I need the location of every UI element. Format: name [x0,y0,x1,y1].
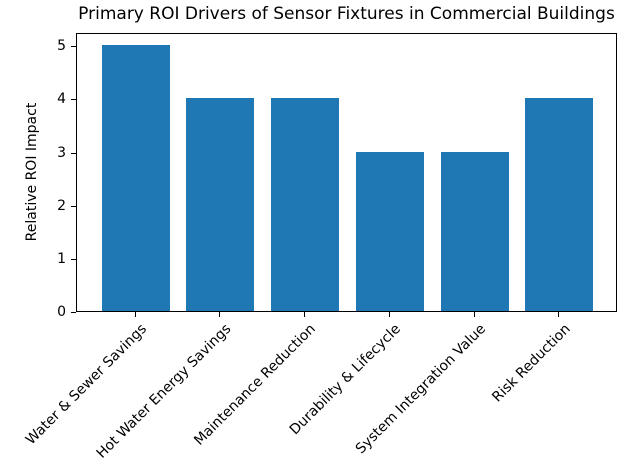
y-tick-label: 4 [57,91,66,107]
x-tick-mark [558,312,559,317]
bar-2 [186,98,254,311]
y-tick-mark [71,99,76,100]
x-tick-mark [389,312,390,317]
bar-4 [356,152,424,311]
y-tick-mark [71,206,76,207]
y-tick-mark [71,312,76,313]
x-tick-mark [304,312,305,317]
bar-5 [441,152,509,311]
x-tick-mark [219,312,220,317]
x-tick-label: Risk Reduction [488,321,574,406]
y-tick-mark [71,259,76,260]
plot-area [76,33,617,312]
y-axis-label-text: Relative ROI Impact [24,102,40,242]
x-tick-mark [474,312,475,317]
bar-1 [102,45,170,311]
y-tick-label: 2 [57,198,66,214]
y-tick-mark [71,153,76,154]
bar-6 [525,98,593,311]
y-tick-label: 5 [57,38,66,54]
y-tick-mark [71,46,76,47]
y-tick-label: 0 [57,304,66,320]
chart-title: Primary ROI Drivers of Sensor Fixtures i… [78,4,615,24]
x-tick-mark [135,312,136,317]
bar-3 [271,98,339,311]
y-tick-label: 1 [57,251,66,267]
x-tick-label: Hot Water Energy Savings [93,321,235,462]
y-tick-label: 3 [57,145,66,161]
